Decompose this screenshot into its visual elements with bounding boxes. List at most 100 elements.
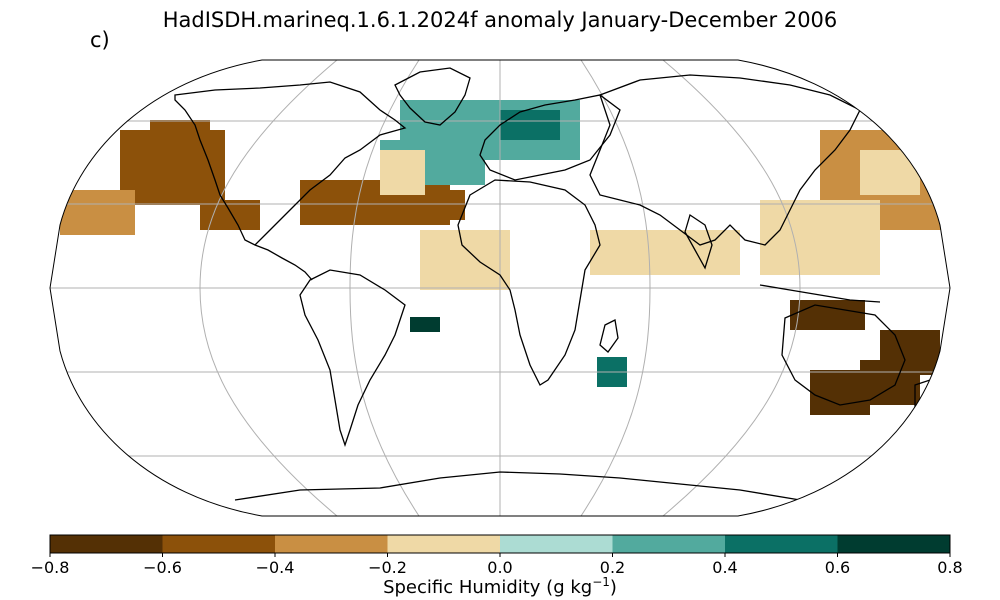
anomaly-cell	[925, 145, 940, 160]
anomaly-cell	[710, 260, 725, 275]
anomaly-cell	[435, 190, 450, 205]
anomaly-cell	[860, 180, 875, 195]
anomaly-cell	[612, 372, 627, 387]
colorbar-bin	[837, 535, 951, 553]
anomaly-cell	[230, 215, 245, 230]
gridline-lon-120w	[199, 60, 338, 516]
anomaly-cell	[865, 215, 880, 230]
anomaly-cell	[435, 275, 450, 290]
anomaly-cell	[865, 245, 880, 260]
anomaly-cell	[440, 155, 455, 170]
anomaly-cell	[650, 230, 665, 245]
anomaly-cell	[895, 130, 910, 145]
anomaly-cell	[410, 317, 425, 332]
anomaly-cell	[790, 230, 805, 245]
anomaly-cell	[435, 260, 450, 275]
anomaly-cell	[905, 180, 920, 195]
anomaly-cell	[820, 230, 835, 245]
anomaly-cell	[120, 205, 135, 220]
anomaly-cell	[180, 135, 195, 150]
anomaly-cell	[465, 275, 480, 290]
anomaly-cell	[165, 120, 180, 135]
panel-label: c)	[90, 28, 110, 52]
colorbar-bin	[387, 535, 501, 553]
anomaly-cell	[865, 230, 880, 245]
anomaly-cell	[850, 215, 865, 230]
anomaly-cell	[880, 345, 895, 360]
anomaly-cell	[300, 190, 315, 205]
anomaly-cell	[545, 110, 560, 125]
anomaly-cell	[635, 260, 650, 275]
anomaly-cell	[840, 385, 855, 400]
anomaly-cell	[850, 200, 865, 215]
colorbar-bin	[50, 535, 163, 553]
anomaly-cell	[865, 130, 880, 145]
anomaly-cell	[405, 205, 420, 220]
anomaly-cell	[810, 370, 825, 385]
anomaly-cell	[835, 160, 850, 175]
anomaly-cell	[910, 330, 925, 345]
anomaly-cell	[810, 400, 825, 415]
anomaly-cell	[215, 215, 230, 230]
anomaly-cell	[925, 130, 940, 145]
coast-antarctica	[234, 471, 801, 501]
anomaly-cell	[135, 160, 150, 175]
anomaly-cell	[210, 160, 225, 175]
anomaly-cell	[105, 190, 120, 205]
anomaly-cell	[460, 100, 475, 115]
anomaly-cell	[415, 100, 430, 115]
coast-india	[684, 213, 713, 270]
anomaly-cell	[805, 245, 820, 260]
anomaly-cell	[920, 215, 935, 230]
anomaly-cell	[425, 317, 440, 332]
anomaly-cell	[565, 100, 580, 115]
anomaly-cell	[905, 375, 920, 390]
anomaly-cell	[565, 115, 580, 130]
anomaly-cell	[565, 145, 580, 160]
anomaly-cell	[450, 190, 465, 205]
anomaly-cell	[420, 260, 435, 275]
colorbar	[49, 534, 951, 557]
anomaly-cell	[180, 120, 195, 135]
anomaly-cell	[395, 150, 410, 165]
anomaly-cell	[850, 130, 865, 145]
anomaly-cell	[760, 230, 775, 245]
anomaly-cell	[850, 230, 865, 245]
anomaly-cell	[790, 200, 805, 215]
anomaly-cell	[835, 300, 850, 315]
colorbar-label: Specific Humidity (g kg−1)	[383, 575, 617, 598]
anomaly-cell	[210, 145, 225, 160]
coast-indonesia	[759, 284, 881, 303]
anomaly-cell	[120, 190, 135, 205]
gridline-lon-120e	[662, 60, 801, 516]
anomaly-cell	[515, 125, 530, 140]
anomaly-cell	[480, 275, 495, 290]
anomaly-cell	[650, 260, 665, 275]
anomaly-cell	[880, 330, 895, 345]
anomaly-cell	[460, 115, 475, 130]
anomaly-cell	[480, 245, 495, 260]
anomaly-cell	[825, 385, 840, 400]
anomaly-cell	[820, 130, 835, 145]
anomaly-cell	[420, 205, 435, 220]
anomaly-cell	[455, 230, 470, 245]
anomaly-cell	[505, 145, 520, 160]
anomaly-cell	[820, 245, 835, 260]
anomaly-cell	[150, 160, 165, 175]
anomaly-cell	[195, 175, 210, 190]
anomaly-cell	[135, 175, 150, 190]
anomaly-cell	[200, 215, 215, 230]
anomaly-cell	[300, 205, 315, 220]
anomaly-cell	[420, 275, 435, 290]
anomaly-cell	[860, 165, 875, 180]
anomaly-cell	[550, 145, 565, 160]
anomaly-cell	[410, 165, 425, 180]
anomaly-cell	[680, 245, 695, 260]
anomaly-cell	[515, 110, 530, 125]
map-title: HadISDH.marineq.1.6.1.2024f anomaly Janu…	[162, 8, 838, 32]
anomaly-cell	[425, 170, 440, 185]
anomaly-cell	[805, 300, 820, 315]
anomaly-cell	[135, 190, 150, 205]
anomaly-cell	[840, 370, 855, 385]
